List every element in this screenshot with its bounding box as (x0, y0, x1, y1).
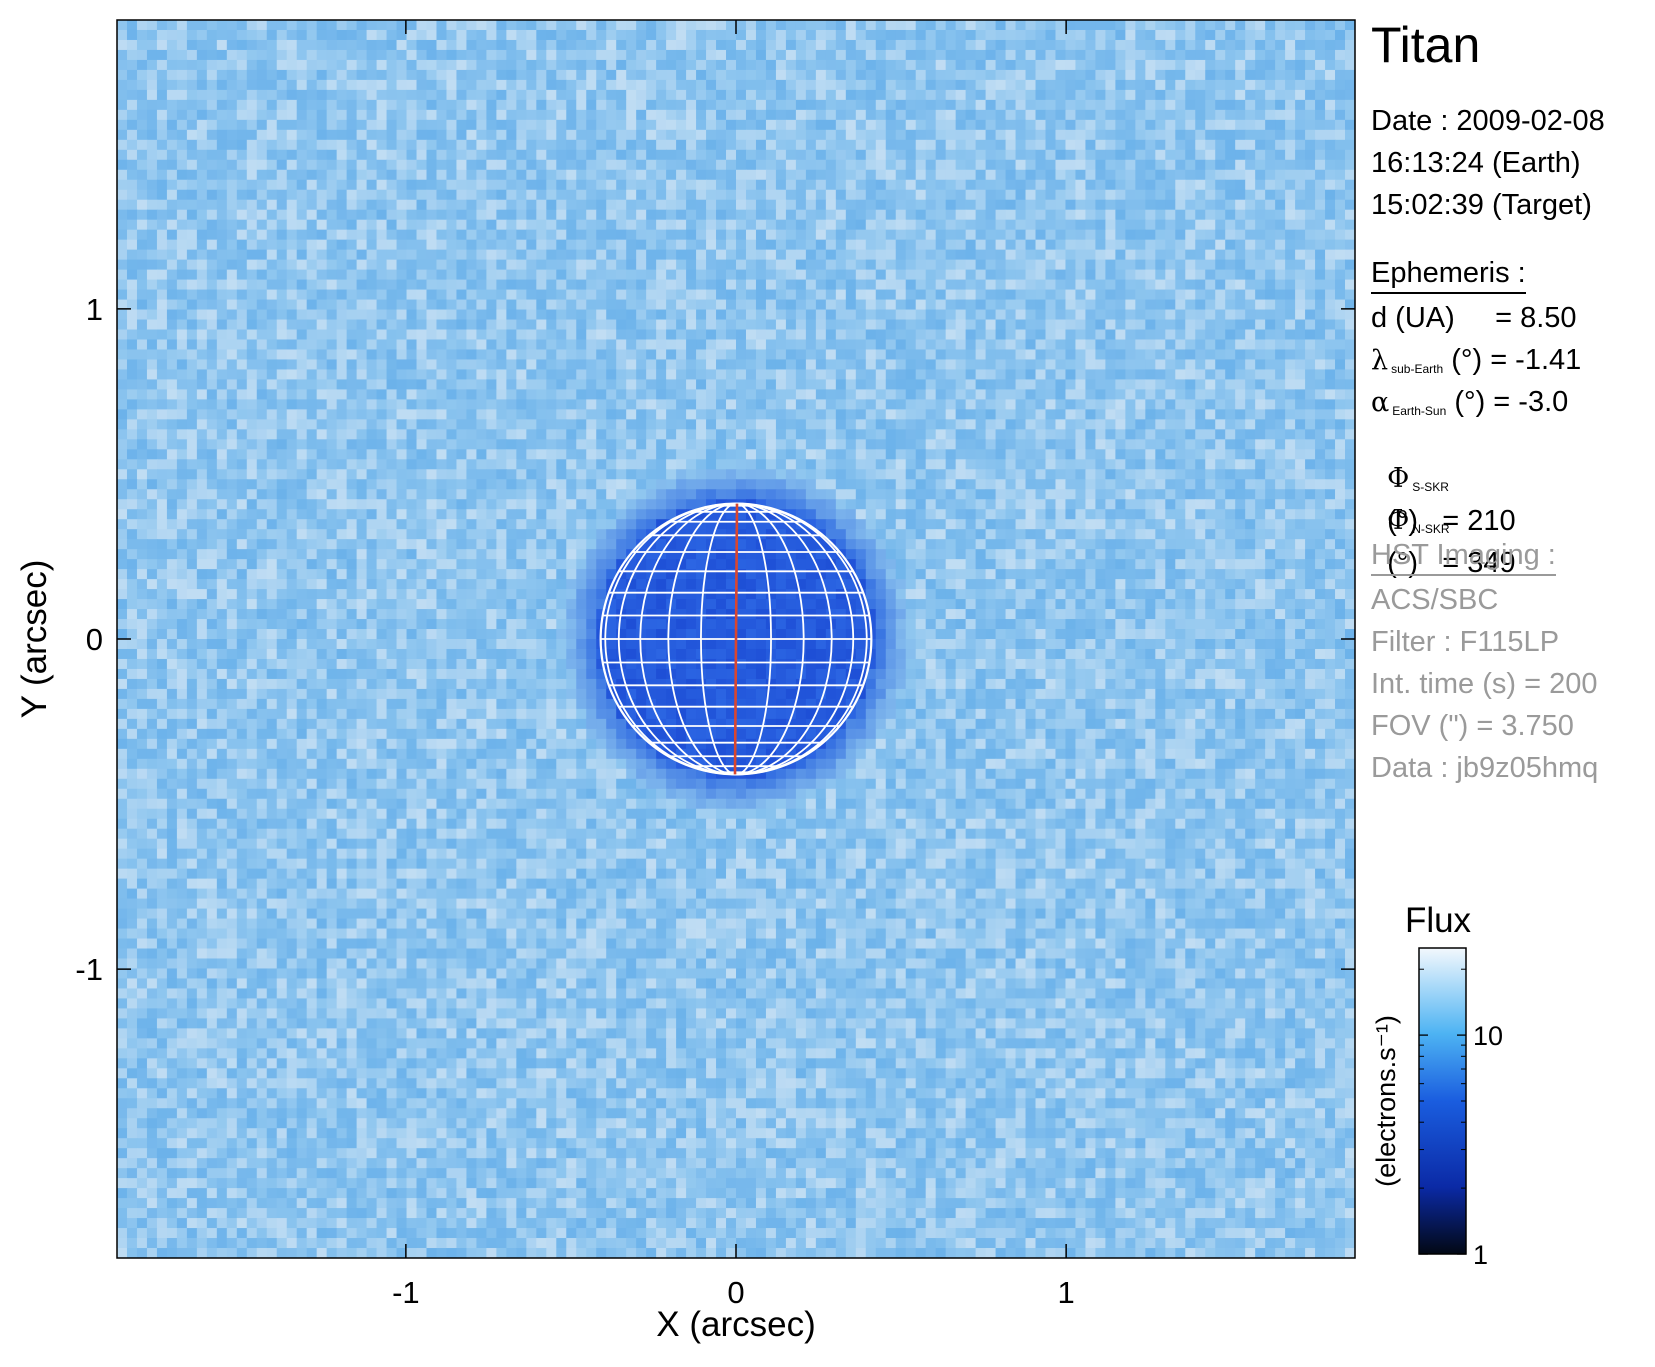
colorbar-ticks: 1 10 (1419, 968, 1503, 1270)
x-axis: -1 0 1 (392, 20, 1075, 1310)
ephemeris-phase-angle: α Earth-Sun (°) = -3.0 (1371, 385, 1568, 428)
phi-n-symbol: Φ (1387, 505, 1410, 536)
y-tick-label: 1 (86, 292, 103, 327)
x-tick-label: 1 (1058, 1275, 1075, 1310)
hst-filter: Filter : F115LP (1371, 626, 1560, 658)
colorbar-label: (electrons.s⁻¹) (1371, 1015, 1401, 1187)
meridian-line (735, 502, 772, 776)
y-tick-label: -1 (75, 952, 103, 987)
ephemeris-distance: d (UA) = 8.50 (1371, 302, 1577, 334)
phi-n-value: (°) = 349 (1387, 547, 1516, 579)
meridian-line (639, 502, 737, 776)
meridian-line (667, 502, 737, 776)
meridian-line (617, 502, 737, 776)
x-tick-label: -1 (392, 1275, 420, 1310)
meridian-line (735, 502, 868, 776)
lambda-value: (°) = -1.41 (1451, 344, 1582, 376)
ephemeris-sub-earth-longitude: λ sub-Earth (°) = -1.41 (1371, 343, 1581, 386)
meridian-line (735, 502, 805, 776)
hst-instrument: ACS/SBC (1371, 584, 1499, 616)
phi-n-subscript: N-SKR (1412, 522, 1450, 536)
colorbar-tick-label: 10 (1473, 1021, 1503, 1051)
hst-integration-time: Int. time (s) = 200 (1371, 668, 1598, 700)
meridian-line (735, 502, 855, 776)
alpha-value: (°) = -3.0 (1454, 386, 1569, 418)
y-axis: 1 0 -1 (75, 292, 1355, 987)
earth-time: 16:13:24 (Earth) (1371, 147, 1581, 179)
meridian-line (604, 502, 737, 776)
flux-image (117, 20, 1355, 1258)
phi-s-value: (°) = 210 (1387, 505, 1516, 537)
hst-dataset: Data : jb9z05hmq (1371, 752, 1599, 784)
lambda-subscript: sub-Earth (1391, 362, 1444, 376)
ephemeris-n-skr-phase: Φ N-SKR (°) = 349 (1371, 469, 1516, 580)
ephemeris-s-skr-phase: Φ S-SKR (°) = 210 (1371, 427, 1516, 538)
alpha-symbol: α (1371, 387, 1390, 418)
phi-s-symbol: Φ (1387, 463, 1410, 494)
alpha-subscript: Earth-Sun (1392, 404, 1447, 418)
x-axis-label: X (arcsec) (656, 1305, 815, 1344)
observation-date: Date : 2009-02-08 (1371, 105, 1605, 137)
y-axis-label: Y (arcsec) (15, 560, 54, 719)
colorbar-tick-label: 1 (1473, 1240, 1488, 1270)
central-meridian (733, 503, 739, 775)
ephemeris-title: Ephemeris : (1371, 256, 1526, 294)
titan-globe-grid (599, 502, 873, 776)
hst-imaging-title: HST Imaging : (1371, 538, 1556, 576)
phi-s-subscript: S-SKR (1412, 480, 1449, 494)
target-time: 15:02:39 (Target) (1371, 189, 1592, 221)
colorbar-title: Flux (1405, 901, 1472, 940)
x-tick-label: 0 (727, 1275, 744, 1310)
target-name: Titan (1371, 17, 1481, 73)
hst-field-of-view: FOV (") = 3.750 (1371, 710, 1574, 742)
y-tick-label: 0 (86, 622, 103, 657)
colorbar (1418, 947, 1467, 1255)
meridian-line (735, 502, 833, 776)
lambda-symbol: λ (1371, 345, 1389, 376)
meridian-line (700, 502, 737, 776)
